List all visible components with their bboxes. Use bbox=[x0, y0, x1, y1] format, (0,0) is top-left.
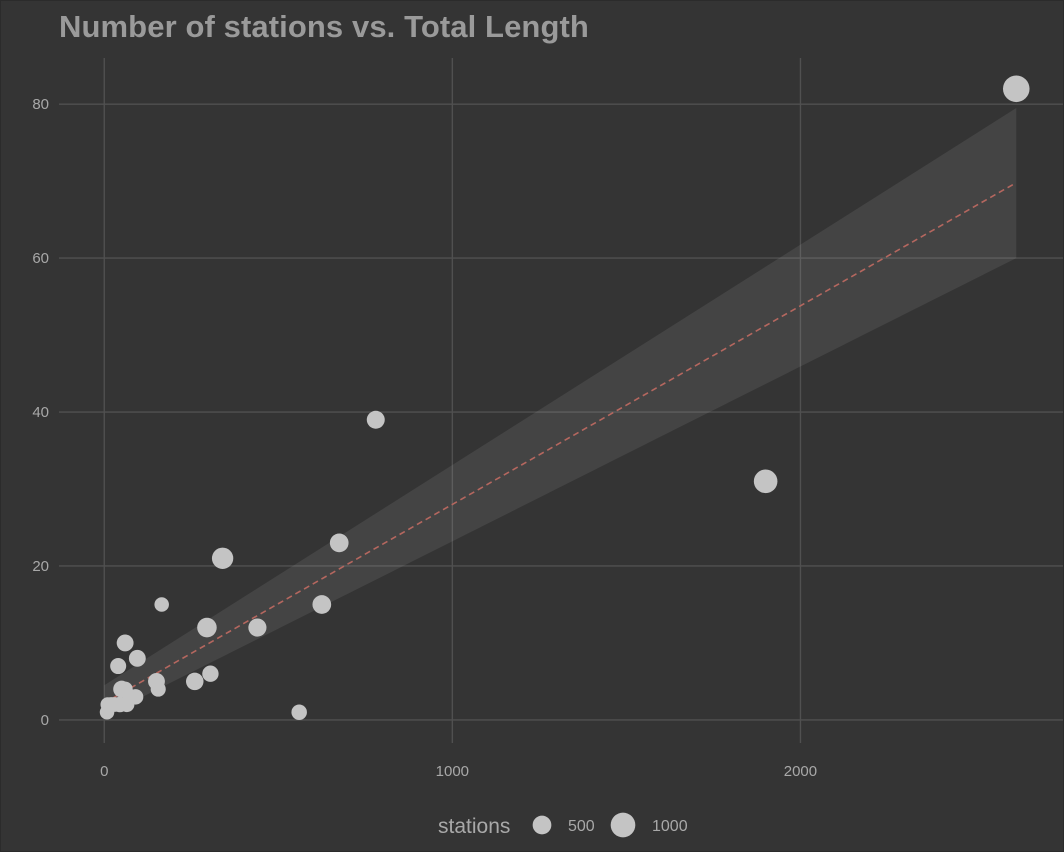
trend-line-layer bbox=[103, 181, 1017, 704]
data-point bbox=[202, 665, 219, 682]
data-point bbox=[110, 658, 127, 675]
legend-title: stations bbox=[438, 815, 510, 838]
size-legend: stations 500 1000 bbox=[438, 812, 688, 838]
data-point bbox=[366, 410, 385, 429]
data-point bbox=[312, 595, 332, 614]
confidence-band bbox=[104, 108, 1017, 717]
y-tick-label: 80 bbox=[32, 96, 49, 113]
data-point bbox=[116, 634, 134, 652]
legend-key-circle bbox=[532, 815, 552, 835]
x-tick-label: 2000 bbox=[784, 763, 817, 780]
data-point bbox=[99, 704, 115, 720]
data-point bbox=[1002, 75, 1030, 103]
data-point bbox=[197, 617, 217, 638]
y-tick-label: 60 bbox=[32, 250, 49, 267]
data-point bbox=[128, 649, 146, 667]
data-point bbox=[148, 672, 165, 690]
x-tick-label: 1000 bbox=[436, 763, 469, 780]
y-tick-label: 40 bbox=[32, 404, 49, 421]
data-point bbox=[154, 597, 169, 612]
y-tick-label: 0 bbox=[41, 712, 49, 729]
chart-title: Number of stations vs. Total Length bbox=[59, 9, 589, 44]
data-point bbox=[248, 618, 267, 637]
data-point bbox=[291, 704, 307, 720]
legend-label: 1000 bbox=[652, 818, 688, 835]
data-point bbox=[185, 672, 204, 691]
legend-label: 500 bbox=[568, 818, 595, 835]
data-point bbox=[211, 547, 234, 569]
points-layer bbox=[99, 75, 1030, 720]
trend-line bbox=[103, 181, 1017, 704]
tick-labels-layer: 0 1000 2000 0 20 40 60 80 bbox=[32, 96, 817, 780]
legend-key-circle bbox=[610, 812, 636, 838]
x-tick-label: 0 bbox=[100, 763, 108, 780]
y-tick-label: 20 bbox=[32, 558, 49, 575]
data-point bbox=[329, 533, 349, 553]
grid-layer bbox=[59, 58, 1063, 743]
data-point bbox=[113, 680, 131, 698]
confidence-band-layer bbox=[104, 108, 1017, 717]
data-point bbox=[753, 469, 778, 494]
